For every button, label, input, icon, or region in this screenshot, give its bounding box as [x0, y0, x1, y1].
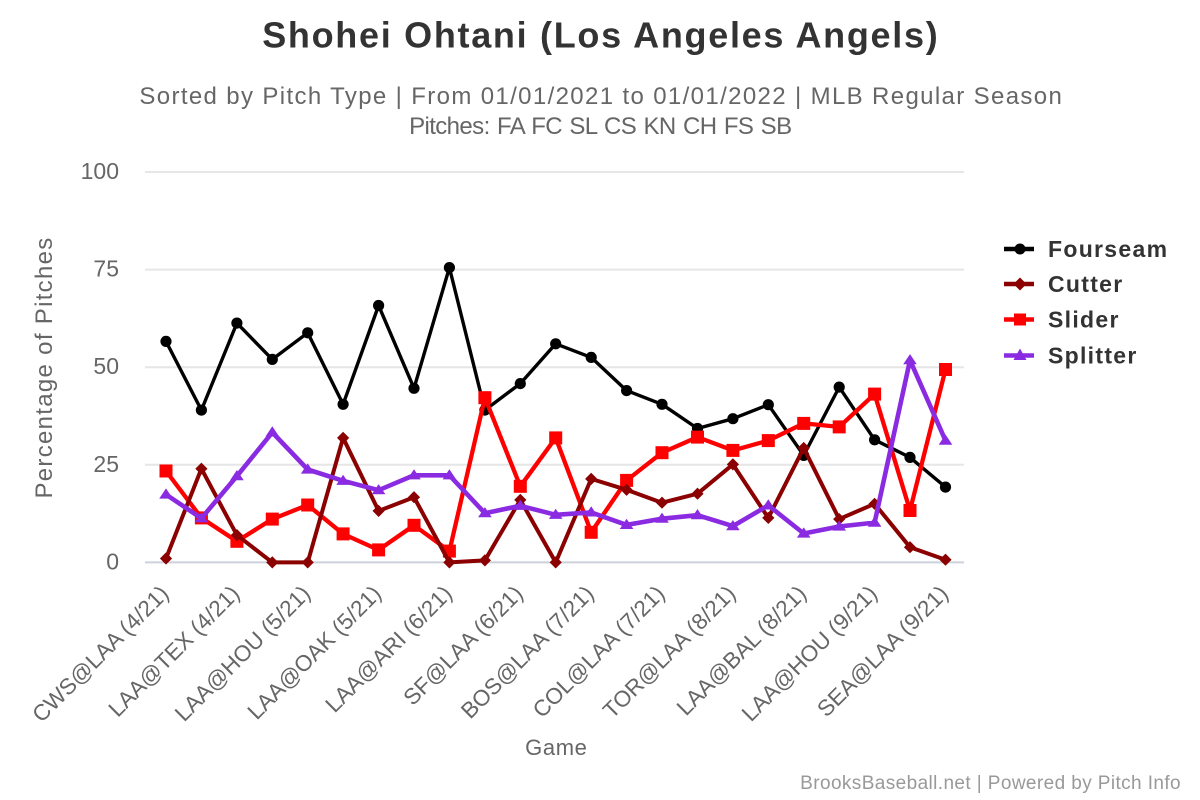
- svg-text:Slider: Slider: [1048, 307, 1120, 333]
- svg-text:75: 75: [93, 256, 119, 282]
- svg-text:25: 25: [93, 451, 119, 477]
- svg-text:0: 0: [106, 548, 119, 574]
- svg-text:BrooksBaseball.net | Powered b: BrooksBaseball.net | Powered by Pitch In…: [800, 773, 1181, 794]
- svg-text:Fourseam: Fourseam: [1048, 236, 1168, 262]
- svg-text:Shohei Ohtani (Los Angeles Ang: Shohei Ohtani (Los Angeles Angels): [262, 15, 939, 56]
- svg-text:Pitches: FA FC SL CS KN CH FS: Pitches: FA FC SL CS KN CH FS SB: [409, 113, 791, 140]
- svg-text:Cutter: Cutter: [1048, 271, 1124, 297]
- svg-text:Splitter: Splitter: [1048, 343, 1138, 369]
- svg-text:50: 50: [93, 353, 119, 379]
- svg-text:Game: Game: [525, 735, 587, 760]
- svg-text:Sorted by Pitch Type | From 01: Sorted by Pitch Type | From 01/01/2021 t…: [139, 83, 1063, 110]
- svg-text:100: 100: [81, 158, 119, 184]
- svg-text:Percentage of Pitches: Percentage of Pitches: [31, 236, 58, 498]
